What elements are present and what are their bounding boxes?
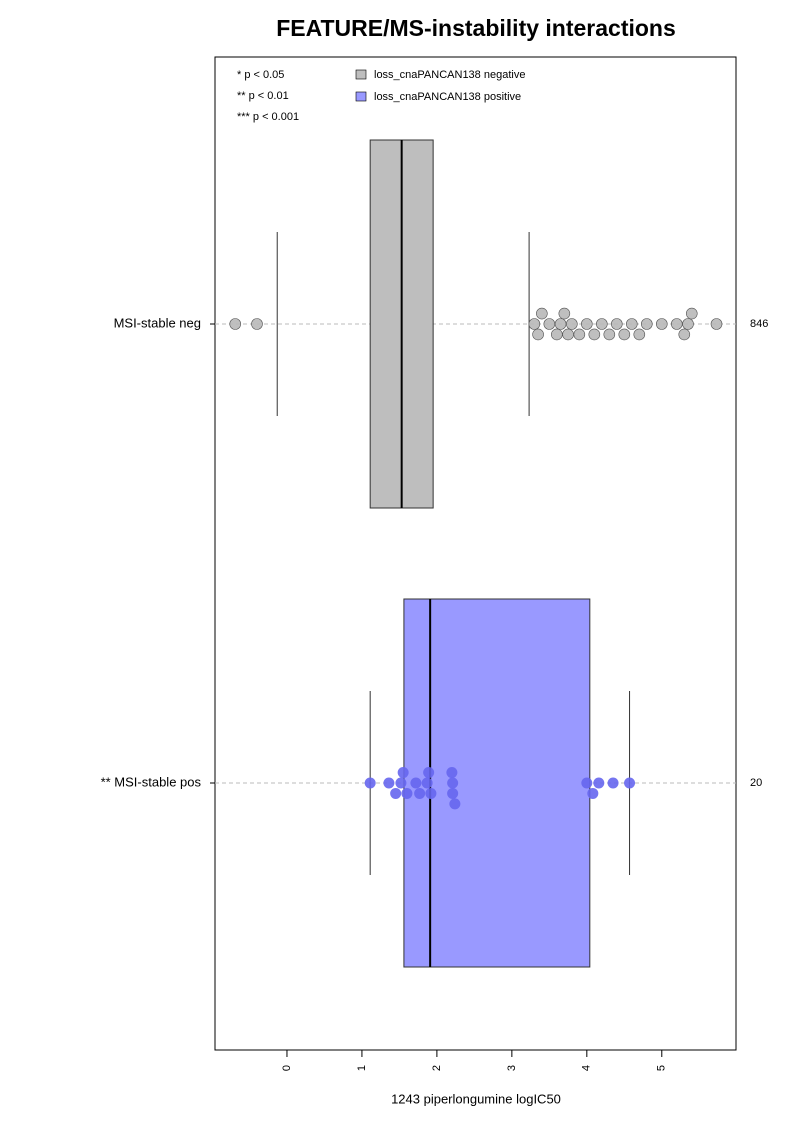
data-point [655, 318, 668, 330]
data-point [581, 318, 593, 330]
data-point [536, 307, 548, 320]
count-label: 20 [750, 777, 762, 789]
chart-title: FEATURE/MS-instability interactions [276, 15, 676, 41]
data-point [421, 777, 433, 789]
note: * p < 0.05 [237, 69, 284, 81]
legend-label: loss_cnaPANCAN138 negative [374, 69, 525, 81]
data-point [581, 777, 593, 789]
data-point [670, 318, 683, 330]
data-point [229, 318, 242, 330]
plot-frame [214, 56, 737, 1051]
count-label: 846 [750, 318, 768, 330]
data-point [624, 777, 636, 789]
data-point [446, 767, 458, 779]
data-point [395, 777, 407, 789]
data-point [596, 318, 608, 330]
data-point [528, 318, 541, 330]
legend-label: loss_cnaPANCAN138 positive [374, 91, 521, 103]
box [403, 598, 591, 968]
data-point [532, 328, 544, 341]
legend-swatch [355, 69, 367, 80]
data-point [603, 328, 616, 341]
data-point [640, 318, 653, 330]
data-point [633, 328, 646, 341]
data-point [566, 318, 578, 330]
data-point [685, 307, 698, 320]
data-point [573, 328, 586, 341]
data-point [607, 777, 619, 789]
data-point [588, 328, 601, 341]
data-point [678, 328, 691, 341]
x-tick-label: 3 [506, 1065, 518, 1071]
data-point [558, 307, 571, 320]
data-point [447, 777, 459, 789]
data-point [710, 318, 723, 330]
data-point [423, 767, 435, 779]
data-point [414, 787, 426, 799]
x-tick-label: 5 [656, 1065, 668, 1071]
data-point [551, 328, 563, 341]
data-point [682, 318, 694, 330]
data-point [587, 787, 599, 799]
data-point [611, 318, 623, 330]
data-point [397, 767, 409, 779]
data-point [618, 328, 631, 341]
x-tick-label: 0 [281, 1065, 293, 1071]
data-point [625, 318, 638, 330]
data-point [410, 777, 422, 789]
x-tick-label: 2 [431, 1065, 443, 1071]
data-point [390, 787, 402, 799]
x-tick-label: 4 [581, 1065, 593, 1071]
data-point [425, 787, 437, 799]
data-point [401, 787, 413, 799]
data-point [554, 318, 567, 330]
data-point [449, 798, 461, 810]
data-point [562, 328, 574, 341]
legend-swatch [355, 91, 367, 102]
data-point [543, 318, 556, 330]
data-point [593, 777, 605, 789]
data-point [251, 318, 263, 330]
x-axis-label: 1243 piperlongumine logIC50 [391, 1091, 561, 1106]
data-point [364, 777, 376, 789]
x-tick-label: 1 [356, 1065, 368, 1071]
data-point [383, 777, 395, 789]
note: ** p < 0.01 [237, 90, 289, 102]
y-tick-label: MSI-stable neg [114, 315, 201, 330]
data-point [447, 787, 459, 799]
y-tick-label: ** MSI-stable pos [101, 774, 202, 789]
note: *** p < 0.001 [237, 111, 299, 123]
